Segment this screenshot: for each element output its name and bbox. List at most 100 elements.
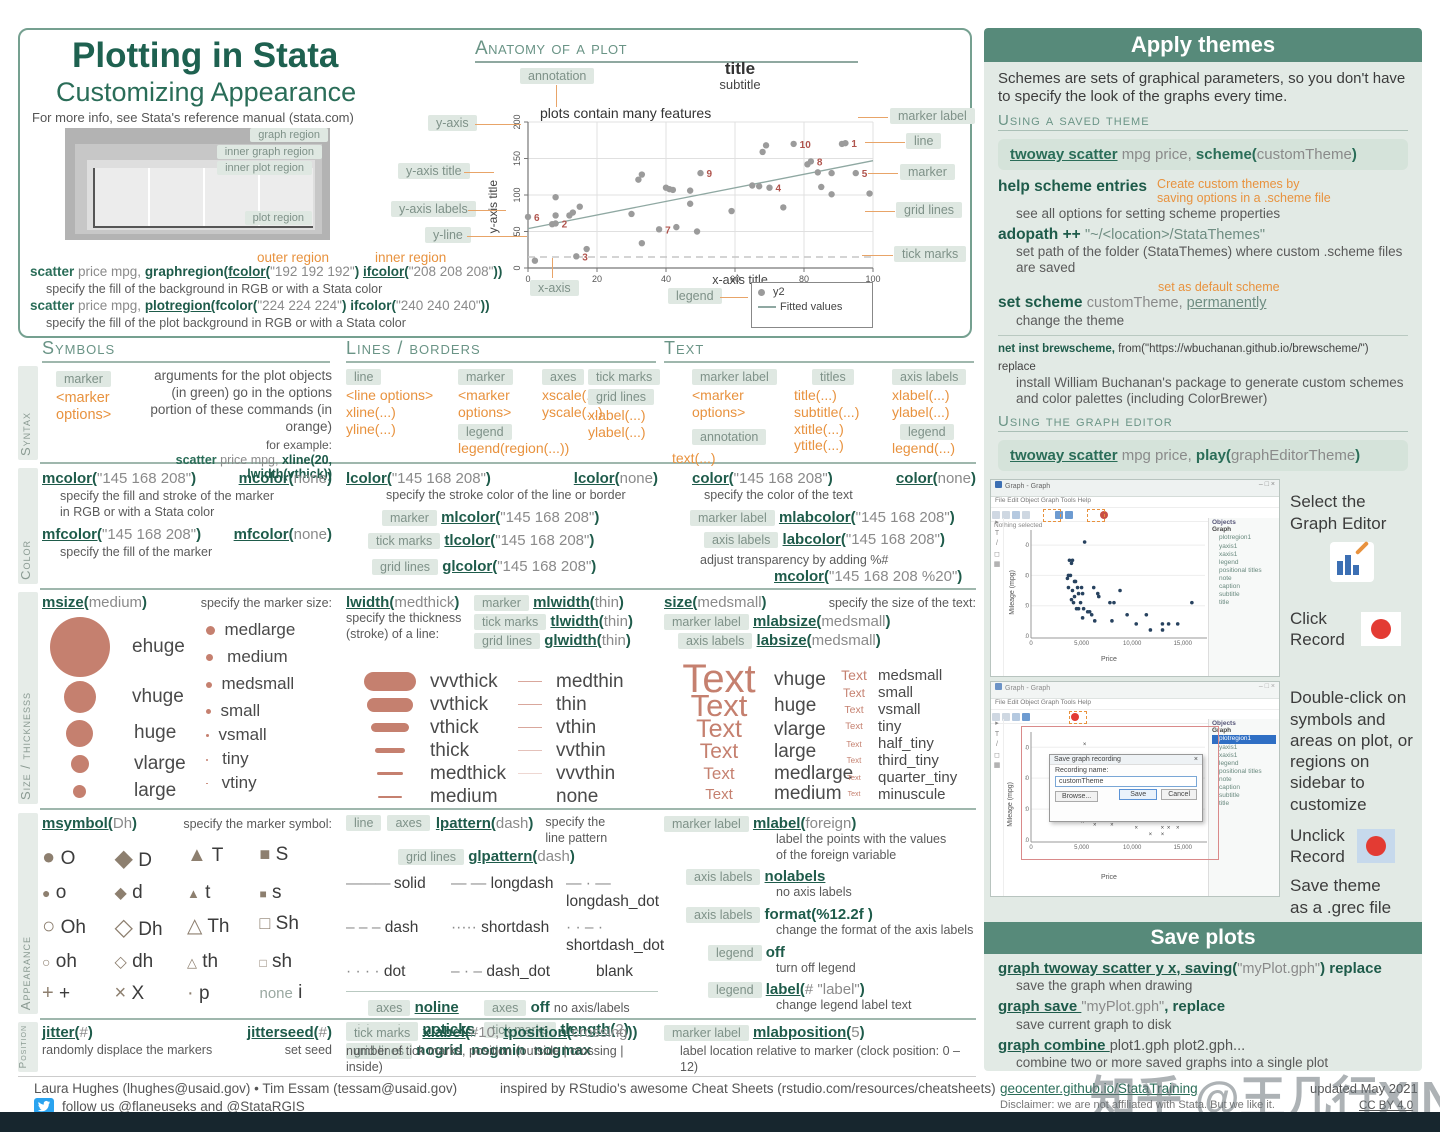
xline-option: xline(...) [346, 403, 396, 420]
legend-chip: legend [668, 288, 722, 304]
window-toolbar[interactable] [991, 710, 1279, 725]
tlcolor-cmd: tlcolor( [444, 531, 496, 549]
divider [998, 335, 1408, 337]
recording-name-input[interactable]: customTheme [1055, 776, 1197, 788]
window-menubar[interactable]: File Edit Object Graph Tools Help [991, 497, 1279, 509]
mfcolor-cmd: mfcolor( [42, 526, 102, 544]
step2-caption: Double-click on symbols and areas on plo… [1290, 681, 1416, 918]
chip-marker: marker [458, 369, 513, 385]
chip-axis-labels: axis labels [678, 633, 753, 649]
symbol-glyph: ◆ [114, 845, 133, 872]
svg-text:60: 60 [730, 274, 740, 284]
ylabel-option: ylabel(...) [588, 423, 646, 440]
symbol-none: none [259, 985, 293, 1002]
chip-tick-marks: tick marks [484, 1021, 557, 1038]
symbol-glyph: × [114, 982, 127, 1004]
graph-editor-icon[interactable] [1330, 540, 1374, 582]
mlabposition-desc: label location relative to marker (clock… [680, 1044, 960, 1074]
glwidth-cmd: glwidth( [544, 632, 602, 649]
chip-axes: axes [484, 1000, 527, 1017]
chip-line: line [346, 369, 382, 385]
column-text: Text [664, 338, 974, 363]
cmd-scatter: scatter [30, 264, 75, 279]
svg-text:4: 4 [776, 184, 782, 195]
position-lines-cell: tick marks xlabel(#10, tposition(crossin… [346, 1024, 658, 1074]
grid-lines-chip: grid lines [896, 202, 963, 218]
color-cmd: color( [692, 470, 734, 487]
x-axis-connector [552, 258, 553, 278]
anatomy-heading: Anatomy of a plot [475, 38, 858, 63]
brewscheme-url[interactable]: from("https://wbuchanan.github.io/brewsc… [998, 343, 1369, 373]
off-cmd: off [530, 999, 550, 1017]
record-icon[interactable] [1360, 612, 1401, 647]
help-scheme-desc: see all options for setting scheme prope… [1016, 205, 1281, 221]
reference-note: For more info, see Stata's reference man… [32, 110, 354, 125]
objects-panel-2[interactable]: Objects Graph plotregion1 yaxis1 xaxis1 legen… [1208, 719, 1279, 897]
tlength-cmd: tlength( [560, 1020, 616, 1038]
svg-text:40: 40 [661, 274, 671, 284]
saveplots-item-2: graph save "myPlot.gph", replace save cu… [998, 998, 1226, 1032]
chip-titles: titles [812, 369, 854, 385]
adopath-block: adopath ++ "~/<location>/StataThemes" se… [998, 226, 1408, 277]
msize-left-list: ehuge vhuge huge vlarge large [50, 616, 210, 804]
browse-button[interactable]: Browse... [1055, 791, 1099, 803]
marker-chip: marker [900, 164, 955, 180]
svg-text:×: × [1134, 826, 1138, 832]
plotregion-desc: specify the fill of the plot background … [46, 316, 406, 330]
footer-site-link[interactable]: geocenter.github.io/StataTraining [1000, 1081, 1198, 1096]
chip-legend: legend [708, 944, 762, 961]
svg-text:10: 10 [1025, 838, 1030, 844]
window-toolbar[interactable] [991, 508, 1279, 523]
textsize-right-samples: Text medsmall Text small Text vsmall Text ti… [841, 666, 958, 804]
chip-axis-labels: axis labels [892, 369, 967, 385]
xlabel-option: xlabel(...) [588, 407, 646, 423]
msize-desc: specify the marker size: [200, 596, 332, 610]
chip-marker-label: marker label [664, 614, 749, 630]
jitterseed-cmd: jitterseed( [246, 1024, 319, 1041]
marker-options-syntax: <marker options> [56, 390, 112, 424]
chip-grid-lines: grid lines [474, 633, 541, 649]
window-menubar[interactable]: File Edit Object Graph Tools Help [991, 699, 1279, 711]
default-scheme-note: set as default scheme [1158, 279, 1280, 294]
footer-inspired[interactable]: inspired by RStudio's awesome Cheat Shee… [500, 1081, 996, 1096]
editor-toolstrip[interactable]: ▸ T / ◻ ▦ [991, 518, 1004, 677]
svg-text:10,000: 10,000 [1123, 845, 1142, 851]
marker-option: <marker [458, 387, 510, 403]
selected-plotregion [1021, 726, 1219, 861]
step1-caption: Select the Graph Editor Click Record [1290, 479, 1401, 677]
cancel-button[interactable]: Cancel [1161, 789, 1197, 801]
adopath-cmd: adopath ++ [998, 225, 1085, 243]
y-axis-labels-chip: y-axis labels [391, 201, 476, 217]
svg-text:0: 0 [1029, 641, 1033, 647]
objects-panel-1[interactable]: Objects Graph plotregion1 yaxis1 xaxis1 legen… [1208, 518, 1279, 677]
size-lines-cell: lwidth(medthick) specify the thickness (… [346, 594, 658, 807]
dialog-close-button[interactable]: × [1193, 756, 1198, 764]
symbol-glyph: ■ [259, 887, 267, 901]
svg-text:20: 20 [592, 274, 602, 284]
chip-axes: axes [387, 815, 430, 831]
tick-marks-connector [862, 255, 893, 256]
graphregion-command: scatter price mpg, graphregion(fcolor("1… [30, 264, 503, 279]
save-button[interactable]: Save [1119, 789, 1158, 801]
svg-text:3: 3 [582, 252, 588, 263]
unclick-record-icon[interactable] [1356, 829, 1395, 864]
svg-text:40: 40 [1025, 543, 1030, 549]
footer-updated: updated May 2021 [1310, 1081, 1418, 1096]
row-label-color: Color [18, 468, 38, 584]
footer-follow[interactable]: follow us @flaneuseks and @StataRGIS [62, 1099, 305, 1114]
footer-license[interactable]: CC BY 4.0 [1359, 1100, 1414, 1112]
footer-authors[interactable]: Laura Hughes (lhughes@usaid.gov) • Tim E… [34, 1081, 458, 1096]
chip-marker-label: marker label [664, 1025, 749, 1041]
marker-connector [868, 173, 898, 174]
labsize-cmd: labsize( [756, 632, 812, 649]
appearance-lines-cell: line axes lpattern(dash) specify the line… [346, 815, 665, 1059]
editor-toolstrip[interactable]: ▸ T / ◻ ▦ [991, 719, 1004, 897]
chip-legend: legend [900, 423, 954, 440]
symbol-glyph: ● [42, 885, 51, 901]
position-symbols-cell: jitter(#) jitterseed(#) randomly displac… [42, 1024, 332, 1057]
subtitle-option: subtitle(...) [794, 403, 860, 420]
window-titlebar: Graph - Graph – □ × [991, 682, 1279, 700]
chip-grid-lines: grid lines [346, 1042, 413, 1059]
glcolor-cmd: glcolor( [442, 557, 498, 575]
pattern-glyph: — — [451, 875, 487, 893]
